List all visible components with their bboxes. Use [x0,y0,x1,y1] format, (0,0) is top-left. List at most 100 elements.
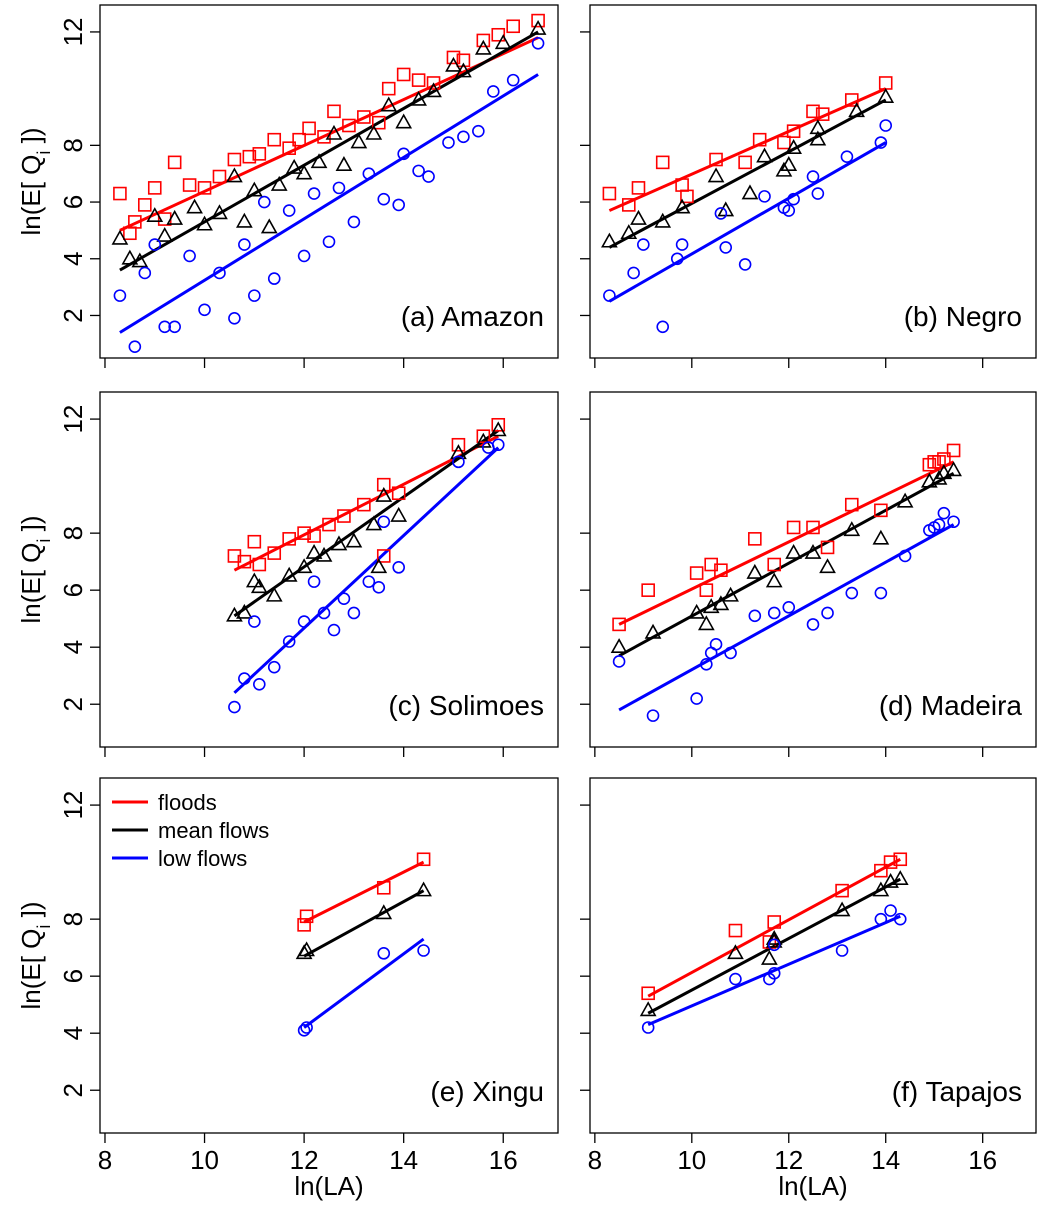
y-axis-label: ln(E[ Qi ]) [16,515,54,623]
square-point [491,27,506,42]
triangle-point [270,175,288,191]
circle-point [412,164,425,178]
square-point [883,855,898,869]
triangle-point [809,130,827,146]
fit-line [119,30,539,272]
triangle-point [186,198,203,214]
square-point [922,457,937,472]
plot-frame [99,391,559,748]
circle-point [472,124,485,138]
triangle-point [833,901,851,917]
triangle-point [761,949,778,965]
triangle-point [746,563,764,579]
y-tick-label: 8 [58,526,88,540]
fit-line [608,98,887,249]
circle-point [603,289,616,302]
y-tick-label: 2 [58,697,88,711]
fit-line [119,73,539,334]
square-point [128,215,142,229]
plot-frame [99,777,559,1134]
fit-line [608,87,887,212]
triangle-point [365,515,383,531]
square-point [322,517,336,532]
circle-point [377,192,391,206]
triangle-point [330,535,348,551]
square-point [844,497,859,512]
triangle-point [843,521,861,537]
circle-point [627,266,640,280]
square-point [680,189,694,204]
circle-point [845,586,859,600]
fit-line [618,460,955,626]
square-point [411,73,426,87]
fit-line [608,141,887,303]
square-point [476,429,491,443]
triangle-point [877,88,895,103]
circle-point [392,198,405,212]
square-point [237,554,252,569]
circle-point [417,944,430,957]
circle-point [637,238,650,251]
circle-point [531,36,545,50]
circle-point [874,912,888,926]
triangle-point [285,158,303,174]
triangle-point [245,572,263,588]
square-point [327,104,341,119]
square-point [138,198,152,212]
circle-point [893,912,907,926]
triangle-point [131,252,149,268]
circle-point [729,972,742,986]
y-axis-label: ln(E[ Qi ]) [16,901,54,1009]
circle-point [879,119,893,132]
fit-line [618,523,955,712]
square-point [416,852,431,867]
panel-title: (e) Xingu [430,1076,544,1107]
circle-point [767,967,781,980]
square-point [456,53,471,68]
triangle-point [260,218,278,234]
square-point [376,549,391,563]
y-axis-label-part: i [34,539,54,543]
square-point [689,566,704,580]
plot-frame [589,391,1037,748]
circle-point [709,638,723,651]
triangle-point [236,212,253,228]
x-tick-label: 16 [489,1145,518,1175]
square-point [893,852,908,867]
x-tick-label: 10 [190,1145,219,1175]
triangle-point [226,606,243,622]
circle-point [198,303,211,317]
triangle-point [166,209,184,225]
square-point [113,186,127,201]
triangle-point [920,472,938,488]
fit-line [618,471,955,658]
triangle-point [375,486,393,502]
circle-point [362,167,376,181]
triangle-point [295,164,313,180]
triangle-point [380,96,398,112]
y-axis-label-part: ]) [16,127,46,150]
circle-point [670,252,684,266]
triangle-point [765,572,783,588]
circle-point [347,215,361,229]
square-point [531,13,545,28]
circle-point [327,623,341,637]
circle-point [641,1021,655,1034]
triangle-point [226,167,243,183]
square-point [212,169,227,184]
triangle-point [945,461,962,477]
square-point [786,520,801,535]
circle-point [840,150,854,163]
triangle-point [654,212,672,228]
circle-point [282,204,296,217]
y-tick-label: 2 [58,308,88,322]
square-point [946,443,961,458]
circle-point [307,187,321,200]
triangle-point [350,133,368,149]
circle-point [874,136,888,149]
square-point [357,497,371,512]
square-point [247,534,262,549]
triangle-point [211,204,228,220]
circle-point [297,249,311,263]
